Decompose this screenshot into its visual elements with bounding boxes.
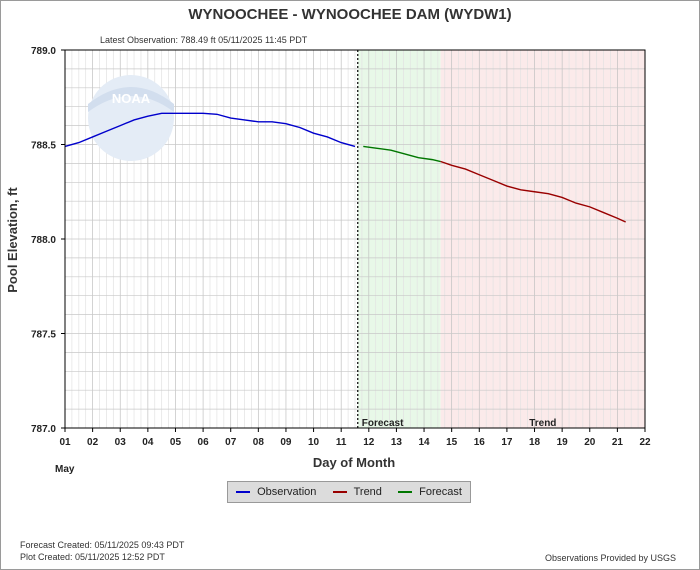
x-tick-label: 18 <box>529 437 541 448</box>
plot-created-text: Plot Created: 05/11/2025 12:52 PDT <box>20 552 165 562</box>
x-tick-label: 13 <box>391 437 403 448</box>
x-tick-label: 05 <box>170 437 182 448</box>
usgs-provider-text: Observations Provided by USGS <box>545 553 676 563</box>
legend-item-forecast: Forecast <box>398 486 462 498</box>
region-labels: Forecast Trend <box>362 418 557 429</box>
x-tick-label: 12 <box>363 437 375 448</box>
legend-label-observation: Observation <box>257 486 317 498</box>
x-tick-label: 07 <box>225 437 237 448</box>
region-label-trend: Trend <box>529 418 556 429</box>
forecast-created-text: Forecast Created: 05/11/2025 09:43 PDT <box>20 540 185 550</box>
x-tick-label: 04 <box>142 437 154 448</box>
chart-legend: Observation Trend Forecast <box>227 481 471 503</box>
x-tick-label: 06 <box>198 437 210 448</box>
legend-swatch-observation <box>236 491 251 493</box>
chart-title: WYNOOCHEE - WYNOOCHEE DAM (WYDW1) <box>188 6 511 23</box>
x-tick-label: 22 <box>639 437 651 448</box>
x-tick-label: 10 <box>308 437 320 448</box>
legend-item-observation: Observation <box>236 486 316 498</box>
x-tick-label: 21 <box>612 437 624 448</box>
series-line-trend <box>440 160 626 223</box>
noaa-logo-text: NOAA <box>112 91 151 106</box>
y-tick-label: 789.0 <box>31 46 56 57</box>
y-axis-ticks: 787.0 787.5 788.0 788.5 789.0 <box>31 46 65 435</box>
legend-label-trend: Trend <box>353 486 382 498</box>
x-tick-label: 11 <box>336 437 347 448</box>
x-axis-title: Day of Month <box>313 455 395 470</box>
y-tick-label: 787.5 <box>31 330 56 341</box>
legend-item-trend: Trend <box>332 486 382 498</box>
region-label-forecast: Forecast <box>362 418 404 429</box>
legend-swatch-forecast <box>398 491 413 493</box>
noaa-logo: NOAA <box>88 75 174 161</box>
legend-swatch-trend <box>332 491 347 493</box>
x-axis-month-label: May <box>55 464 75 475</box>
data-series <box>64 112 626 223</box>
x-tick-label: 08 <box>253 437 265 448</box>
x-tick-label: 19 <box>557 437 569 448</box>
x-tick-label: 14 <box>418 437 430 448</box>
y-tick-label: 787.0 <box>31 424 56 435</box>
x-tick-label: 16 <box>474 437 486 448</box>
x-axis-ticks: 01 02 03 04 05 06 07 08 09 10 11 12 13 14 15 16 17 18 19 20… <box>59 428 651 448</box>
series-line-observation <box>64 112 356 148</box>
x-tick-label: 09 <box>280 437 292 448</box>
legend-label-forecast: Forecast <box>419 486 462 498</box>
y-tick-label: 788.5 <box>31 141 56 152</box>
x-tick-label: 20 <box>584 437 596 448</box>
y-tick-label: 788.0 <box>31 235 56 246</box>
x-tick-label: 17 <box>501 437 513 448</box>
x-tick-label: 01 <box>59 437 71 448</box>
x-tick-label: 02 <box>87 437 99 448</box>
latest-observation-text: Latest Observation: 788.49 ft 05/11/2025… <box>100 35 308 45</box>
y-axis-title: Pool Elevation, ft <box>5 187 20 293</box>
x-tick-label: 15 <box>446 437 458 448</box>
series-line-forecast <box>363 145 441 163</box>
x-tick-label: 03 <box>115 437 127 448</box>
